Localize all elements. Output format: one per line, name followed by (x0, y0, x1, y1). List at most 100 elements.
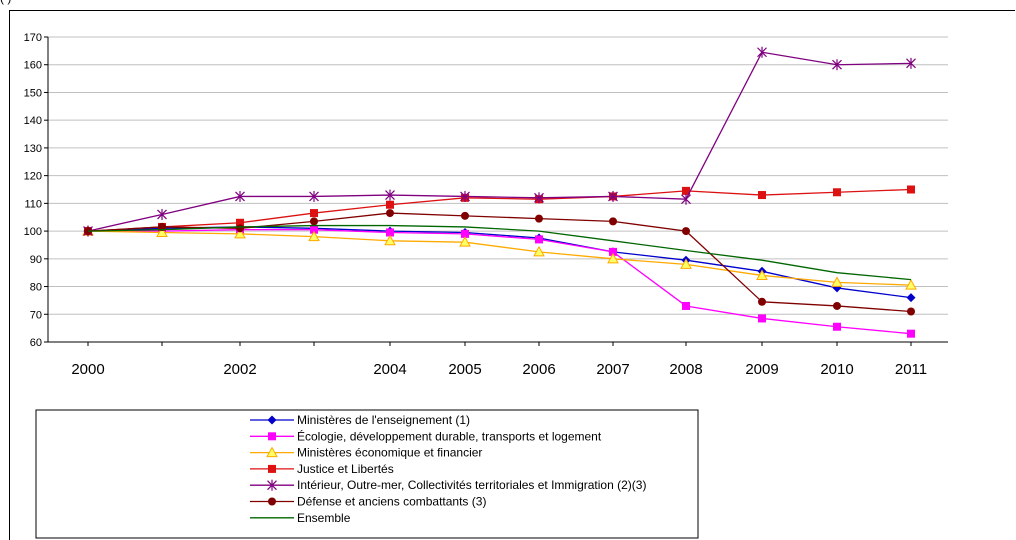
x-tick-label: 2005 (448, 361, 481, 378)
x-tick-label: 2006 (522, 361, 555, 378)
data-point (758, 297, 766, 306)
x-tick-label: 2002 (223, 361, 256, 378)
data-point (905, 279, 917, 290)
legend-label: Ministères de l'enseignement (1) (297, 413, 470, 427)
y-tick-label: 70 (30, 309, 42, 321)
data-point (309, 190, 319, 202)
data-point (308, 230, 320, 242)
data-point (607, 252, 619, 264)
legend-label: Écologie, développement durable, transpo… (297, 428, 602, 443)
data-point (758, 191, 766, 200)
data-point (310, 217, 318, 226)
legend-box (35, 409, 699, 539)
legend-item: Justice et Libertés (250, 462, 394, 476)
data-point (156, 226, 168, 237)
data-point (267, 479, 277, 491)
data-point (833, 188, 841, 197)
y-tick-label: 90 (30, 254, 42, 266)
y-tick-label: 120 (24, 171, 42, 183)
data-point (907, 329, 915, 338)
x-axis-ticks: 2000 2002 2004 2005 2006 2007 2008 2009 2010 2011 (71, 342, 927, 378)
y-tick-label: 100 (24, 226, 42, 238)
series-line (87, 212, 912, 313)
data-point (682, 186, 690, 195)
data-point (461, 229, 469, 238)
data-point (268, 497, 276, 506)
legend-item: Ministères de l'enseignement (1) (250, 413, 470, 427)
axes (47, 37, 948, 343)
data-point (459, 236, 471, 247)
data-point (157, 208, 167, 220)
data-point (535, 214, 543, 223)
data-point (534, 192, 544, 204)
data-point (386, 228, 394, 237)
data-point (757, 46, 767, 58)
data-point (236, 224, 244, 233)
data-point (310, 225, 318, 234)
data-point (535, 235, 543, 244)
data-point (158, 222, 166, 231)
data-point (310, 209, 318, 218)
data-point (609, 217, 617, 226)
data-point (234, 227, 246, 239)
data-point (682, 227, 690, 236)
data-point (385, 189, 395, 201)
legend-item: Ministères économique et financier (250, 446, 482, 460)
y-tick-label: 60 (30, 337, 42, 349)
data-point (608, 190, 618, 202)
data-point (682, 301, 690, 310)
data-point (236, 218, 244, 227)
series (83, 222, 916, 303)
data-point (267, 415, 277, 425)
data-point (906, 293, 916, 303)
data-point (680, 258, 692, 269)
x-tick-label: 2010 (820, 361, 853, 378)
x-tick-label: 2004 (373, 361, 406, 378)
data-point (833, 301, 841, 310)
y-axis-ticks: 60 70 80 90 100 110 120 130 140 150 160 170 (24, 32, 48, 349)
legend-item: Défense et anciens combattants (3) (250, 495, 486, 509)
y-tick-label: 80 (30, 282, 42, 294)
data-point (833, 322, 841, 331)
y-tick-label: 130 (24, 143, 42, 155)
series (84, 225, 915, 338)
series (83, 46, 916, 237)
legend-label: Justice et Libertés (297, 462, 394, 476)
legend-label: Ministères économique et financier (297, 446, 482, 460)
data-point (461, 211, 469, 220)
series-group (82, 46, 917, 338)
data-point (906, 57, 916, 69)
data-point (384, 234, 396, 246)
legend-label: Ensemble (297, 511, 351, 525)
x-tick-label: 2000 (71, 361, 104, 378)
data-point (831, 276, 843, 287)
legend-item: Intérieur, Outre-mer, Collectivités terr… (250, 478, 646, 492)
data-point (609, 247, 617, 256)
legend: Ministères de l'enseignement (1)Écologie… (35, 409, 699, 539)
series-line (87, 188, 912, 232)
data-point (756, 269, 768, 280)
legend-item: Ensemble (250, 511, 351, 525)
data-point (681, 193, 691, 205)
top-caption: ( ) (0, 0, 11, 5)
series-line (87, 51, 912, 232)
data-point (907, 307, 915, 316)
y-tick-label: 150 (24, 87, 42, 99)
gridlines (48, 36, 948, 315)
legend-label: Défense et anciens combattants (3) (297, 495, 486, 509)
series-line (87, 230, 912, 286)
data-point (907, 185, 915, 194)
y-tick-label: 160 (24, 60, 42, 72)
data-point (268, 432, 276, 441)
data-point (832, 59, 842, 71)
data-point (235, 190, 245, 202)
legend-label: Intérieur, Outre-mer, Collectivités terr… (297, 478, 646, 492)
legend-item: Écologie, développement durable, transpo… (250, 428, 602, 443)
data-point (758, 314, 766, 323)
series (87, 224, 912, 281)
chart-frame (9, 10, 1015, 540)
data-point (533, 245, 545, 257)
x-tick-label: 2009 (745, 361, 778, 378)
x-tick-label: 2008 (669, 361, 702, 378)
